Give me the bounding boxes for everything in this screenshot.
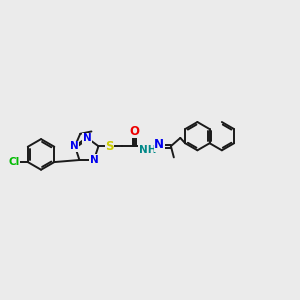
Text: N: N <box>154 138 164 151</box>
Text: N: N <box>83 133 92 143</box>
Text: S: S <box>105 140 114 153</box>
Text: N: N <box>70 141 79 151</box>
Text: NH: NH <box>139 145 156 155</box>
Text: O: O <box>129 125 140 138</box>
Text: N: N <box>90 155 98 165</box>
Text: Cl: Cl <box>8 157 19 167</box>
